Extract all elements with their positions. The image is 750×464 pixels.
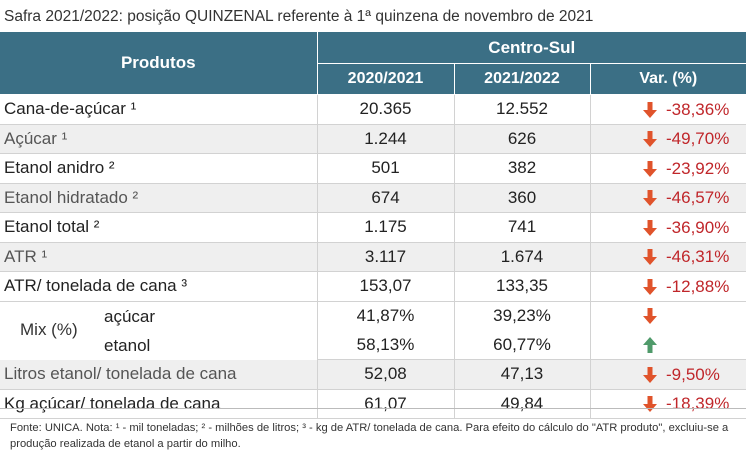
mix-etanol-2020: 58,13% [317,330,455,361]
table-body: Cana-de-açúcar ¹ 20.365 12.552 -38,36% Açúca… [0,94,746,419]
arrow-down-icon [642,395,658,413]
arrow-down-icon [642,101,658,119]
arrow-down-icon [642,219,658,237]
table-row: Etanol anidro ² 501 382 -23,92% [0,153,746,184]
value-2021: 47,13 [454,359,591,390]
variation-value: -36,90% [666,217,730,237]
arrow-down-icon [642,248,658,266]
variation-cell: -9,50% [590,359,746,390]
table-row: Litros etanol/ tonelada de cana 52,08 47,1… [0,359,746,390]
arrow-down-icon [642,189,658,207]
product-name: Kg açúcar/ tonelada de cana [0,389,318,419]
value-2020: 1.175 [317,212,455,243]
value-2021: 626 [454,124,591,154]
value-2020: 501 [317,153,455,184]
mix-row-etanol: 58,13% 60,77% [0,330,746,361]
variation-cell: -12,88% [590,271,746,302]
table-row: Kg açúcar/ tonelada de cana 61,07 49,84 -18… [0,389,746,419]
page-title: Safra 2021/2022: posição QUINZENAL refer… [4,8,594,25]
arrow-down-icon [642,278,658,296]
variation-cell [590,330,746,361]
mix-acucar-2020: 41,87% [317,301,455,331]
value-2020: 153,07 [317,271,455,302]
table-row: Cana-de-açúcar ¹ 20.365 12.552 -38,36% [0,94,746,125]
value-2021: 49,84 [454,389,591,419]
product-name: Etanol total ² [0,212,318,243]
table-row: ATR/ tonelada de cana ³ 153,07 133,35 -12,8… [0,271,746,302]
header-region: Centro-Sul [317,32,746,64]
variation-cell: -18,39% [590,389,746,419]
variation-value: -23,92% [666,158,730,178]
value-2021: 133,35 [454,271,591,302]
product-name: ATR/ tonelada de cana ³ [0,271,318,302]
value-2021: 741 [454,212,591,243]
mix-cell: Mix (%) açúcar etanol [0,301,318,360]
mix-sub-etanol: etanol [104,335,151,355]
variation-cell: -46,57% [590,183,746,213]
variation-value: -38,36% [666,99,730,119]
header-year-2021: 2021/2022 [454,63,591,95]
product-name: Etanol anidro ² [0,153,318,184]
product-name: Açúcar ¹ [0,124,318,154]
mix-sub-acucar: açúcar [104,306,156,326]
variation-cell: -23,92% [590,153,746,184]
mix-label: Mix (%) [20,319,78,339]
mix-row-acucar: Mix (%) açúcar etanol 41,87% 39,23% [0,301,746,360]
variation-value: -46,57% [666,188,730,207]
value-2020: 1.244 [317,124,455,154]
mix-etanol-2021: 60,77% [454,330,591,361]
value-2021: 1.674 [454,242,591,272]
value-2021: 360 [454,183,591,213]
table-row: Etanol hidratado ² 674 360 -46,57% [0,183,746,213]
product-name: Etanol hidratado ² [0,183,318,213]
table-row: Etanol total ² 1.175 741 -36,90% [0,212,746,243]
variation-cell: -46,31% [590,242,746,272]
variation-value: -18,39% [666,394,730,413]
header-products: Produtos [0,32,318,95]
table-bottom-rule [0,408,746,409]
value-2020: 20.365 [317,94,455,125]
arrow-up-icon [642,336,658,354]
product-name: ATR ¹ [0,242,318,272]
value-2020: 3.117 [317,242,455,272]
table-row: Açúcar ¹ 1.244 626 -49,70% [0,124,746,154]
arrow-down-icon [642,366,658,384]
production-table: Produtos Centro-Sul 2020/2021 2021/2022 … [0,32,746,419]
arrow-down-icon [642,130,658,148]
value-2020: 674 [317,183,455,213]
header-year-2020: 2020/2021 [317,63,455,95]
value-2020: 61,07 [317,389,455,419]
table-row: ATR ¹ 3.117 1.674 -46,31% [0,242,746,272]
arrow-down-icon [642,307,658,325]
header-variation: Var. (%) [590,63,746,95]
variation-value: -49,70% [666,129,730,148]
value-2020: 52,08 [317,359,455,390]
source-note: Fonte: UNICA. Nota: ¹ - mil toneladas; ²… [10,422,729,450]
variation-value: -9,50% [666,364,720,384]
arrow-down-icon [642,160,658,178]
product-name: Cana-de-açúcar ¹ [0,94,318,125]
value-2021: 382 [454,153,591,184]
variation-value: -46,31% [666,247,730,266]
value-2021: 12.552 [454,94,591,125]
variation-cell: -38,36% [590,94,746,125]
variation-cell [590,301,746,330]
variation-value: -12,88% [666,276,730,296]
variation-cell: -49,70% [590,124,746,154]
product-name: Litros etanol/ tonelada de cana [0,359,318,390]
mix-acucar-2021: 39,23% [454,301,591,331]
variation-cell: -36,90% [590,212,746,243]
